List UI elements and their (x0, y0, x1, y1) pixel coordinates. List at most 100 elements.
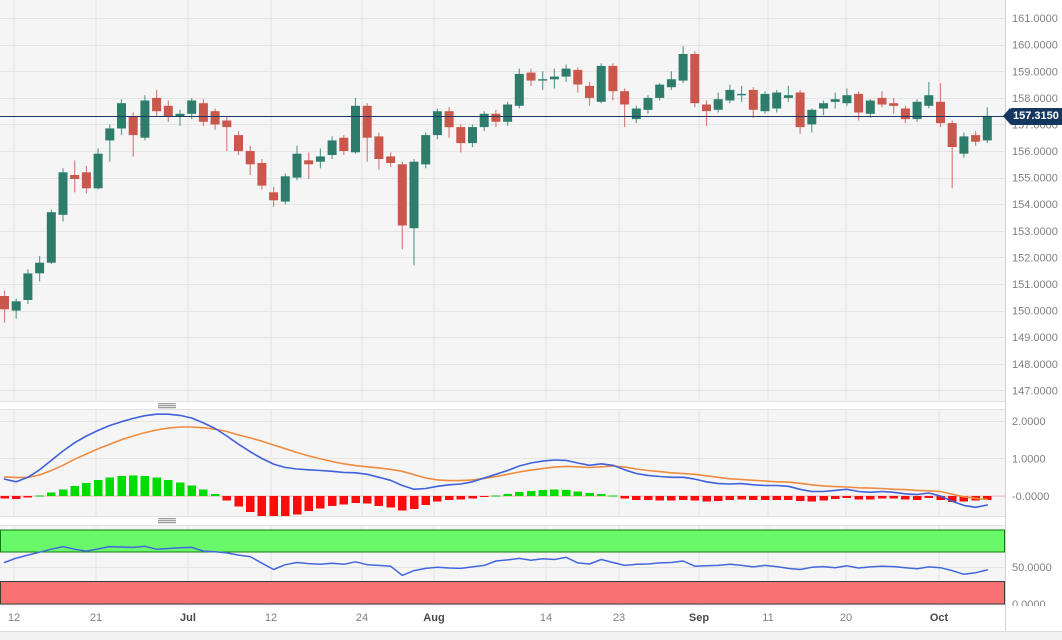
oscillator-pane[interactable]: 50.0000 0.0000 (0, 526, 1062, 606)
candle (222, 116, 232, 151)
candle-body (596, 65, 606, 102)
candle (947, 120, 957, 189)
macd-histogram-bar-down (983, 496, 992, 500)
macd-histogram-bar-down (772, 496, 781, 500)
candle (339, 135, 349, 155)
candle-body (830, 99, 840, 102)
macd-histogram-bar-down (854, 496, 863, 500)
candle-body (327, 140, 337, 155)
macd-histogram-bar-down (444, 496, 454, 500)
candle-body (58, 172, 68, 215)
candle (655, 83, 665, 101)
candle (760, 91, 770, 114)
macd-histogram-bar-down (11, 496, 21, 499)
candle-body (292, 153, 302, 178)
macd-histogram-bar-up (596, 494, 606, 496)
oscillator-line (3, 545, 989, 577)
y-axis-tick-label: 159.0000 (1012, 66, 1058, 78)
candle (936, 83, 945, 128)
macd-histogram-bar-down (830, 496, 840, 499)
macd-histogram-bar-down (713, 496, 723, 501)
candle (538, 71, 548, 90)
candle (58, 168, 68, 222)
macd-histogram-bar-down (842, 496, 852, 498)
candle-body (280, 176, 290, 202)
oscillator-pane-canvas[interactable]: 50.0000 0.0000 (0, 526, 1062, 606)
candle-body (479, 113, 489, 128)
candle-body (187, 100, 197, 114)
candle (187, 97, 197, 120)
macd-histogram-bar-down (947, 496, 957, 502)
macd-histogram-bar-down (398, 496, 407, 511)
candle-body (936, 101, 945, 124)
candle-body (772, 92, 782, 109)
candle-body (924, 95, 934, 106)
candle (608, 63, 618, 101)
candle-body (819, 103, 828, 109)
pane-divider-macd-oscillator[interactable] (0, 516, 1005, 526)
candle (362, 103, 372, 162)
pane-divider-price-macd[interactable] (0, 401, 1005, 410)
candle-body (666, 79, 676, 88)
candle-body (222, 120, 232, 128)
candle (292, 145, 302, 181)
candle (795, 89, 805, 134)
candle-body (865, 100, 875, 114)
candle-body (105, 128, 115, 141)
macd-pane-background (0, 410, 1005, 516)
candle-body (631, 108, 641, 120)
macd-pane-canvas[interactable]: 2.0000 1.0000 -0.0000 (0, 410, 1062, 516)
candle (737, 85, 747, 102)
pane-resize-handle-icon[interactable] (158, 518, 176, 524)
candle-body (526, 72, 536, 81)
macd-histogram-bar-down (901, 496, 910, 500)
macd-histogram-bar-down (866, 496, 875, 500)
candle (117, 99, 126, 136)
candle (678, 46, 688, 84)
y-axis-tick-label: 158.0000 (1012, 93, 1058, 105)
candle-body (795, 92, 805, 128)
macd-histogram-bar-down (316, 496, 325, 509)
macd-histogram-bar-down (936, 496, 945, 501)
macd-histogram-bar-down (0, 496, 9, 499)
macd-histogram-bar-up (561, 490, 571, 496)
price-pane[interactable]: 161.0000 160.0000 159.0000 158.0000 157.0000… (0, 0, 1062, 401)
candle-body (573, 69, 583, 85)
macd-histogram-bar-down (784, 496, 793, 500)
candle-body (549, 76, 559, 80)
candle (830, 92, 840, 109)
macd-histogram-bar-down (351, 496, 360, 504)
macd-histogram-bar-down (667, 496, 676, 501)
candle (468, 124, 477, 148)
candle-body (234, 135, 243, 152)
macd-histogram-bar-down (632, 496, 641, 500)
macd-histogram-bar-down (479, 496, 489, 498)
candle (807, 108, 817, 133)
candle-body (947, 123, 957, 147)
macd-histogram-bar-down (362, 496, 372, 504)
x-axis-month-label: Sep (688, 612, 710, 624)
candle-body (175, 113, 185, 117)
candle (351, 97, 360, 154)
macd-histogram-bar-up (538, 490, 547, 496)
macd-histogram-bar-down (234, 496, 243, 507)
candle-body (163, 105, 173, 117)
candle-body (351, 105, 360, 153)
macd-histogram-bar-up (608, 495, 618, 497)
x-axis-day-label: 12 (7, 612, 21, 624)
x-axis-day-label: 12 (264, 612, 278, 624)
candle (596, 63, 606, 104)
candle (374, 132, 384, 170)
macd-pane[interactable]: 2.0000 1.0000 -0.0000 (0, 410, 1062, 516)
candle (702, 100, 711, 126)
oversold-zone (0, 581, 1005, 605)
candle (503, 101, 513, 126)
candle-body (713, 99, 723, 110)
pane-resize-handle-icon[interactable] (158, 403, 176, 409)
candle-body (456, 127, 466, 144)
candle (514, 68, 524, 109)
candle-body (339, 137, 349, 151)
candle-body (538, 79, 548, 81)
price-pane-canvas[interactable]: 161.0000160.0000159.0000158.0000157.0000… (0, 0, 1062, 401)
macd-histogram-bar-down (655, 496, 664, 501)
